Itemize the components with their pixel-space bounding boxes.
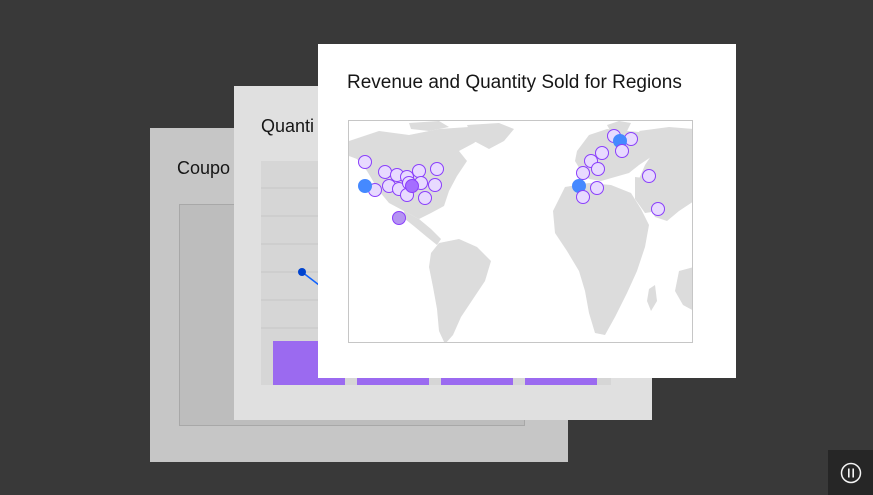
region-markers: [358, 129, 665, 225]
land-arctic-islands: [409, 121, 449, 131]
region-marker-accent: [405, 179, 419, 193]
line-point: [298, 268, 306, 276]
pause-button[interactable]: [828, 450, 873, 495]
region-marker: [651, 202, 665, 216]
region-marker: [418, 191, 432, 205]
world-map: [348, 120, 693, 343]
world-map-svg: [349, 121, 692, 342]
region-marker: [358, 155, 372, 169]
chart-card-revenue-regions: Revenue and Quantity Sold for Regions: [318, 44, 736, 378]
land-central-america: [404, 211, 441, 245]
region-marker: [591, 162, 605, 176]
land-madagascar: [647, 285, 657, 311]
card-title: Coupo: [177, 158, 231, 178]
land-south-america: [429, 239, 491, 342]
region-marker: [595, 146, 609, 160]
region-marker-highlight: [358, 179, 372, 193]
region-marker: [576, 166, 590, 180]
region-marker: [590, 181, 604, 195]
region-marker: [392, 211, 406, 225]
land-greenland: [467, 123, 514, 149]
region-marker: [430, 162, 444, 176]
region-marker: [615, 144, 629, 158]
land-africa: [553, 183, 649, 335]
card-title: Quanti: [261, 116, 315, 136]
land-masses: [349, 121, 692, 342]
region-marker: [378, 165, 392, 179]
card-title: Revenue and Quantity Sold for Regions: [347, 72, 682, 93]
pause-icon: [840, 462, 861, 483]
region-marker: [642, 169, 656, 183]
region-marker: [412, 164, 426, 178]
region-marker: [576, 190, 590, 204]
land-oceania: [675, 267, 692, 310]
region-marker: [428, 178, 442, 192]
